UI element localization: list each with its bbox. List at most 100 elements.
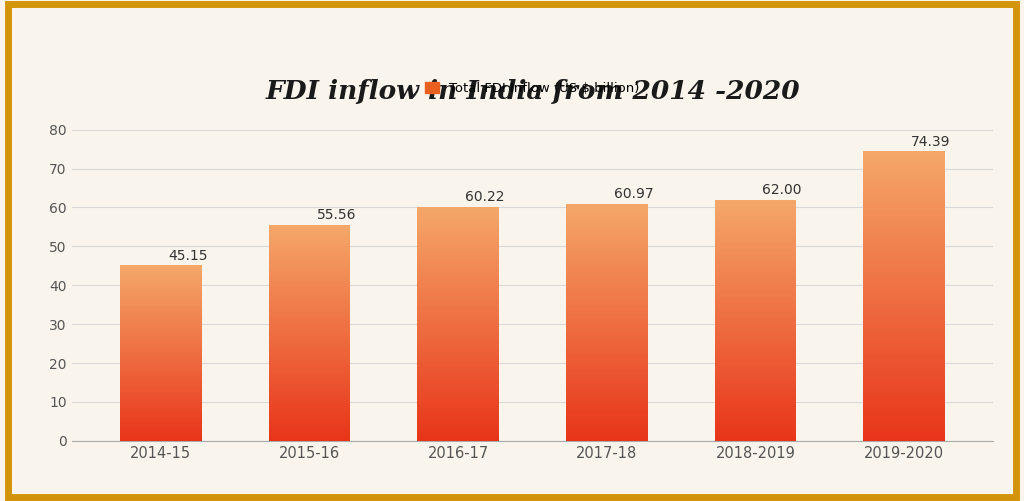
Bar [863,188,945,189]
Bar [863,291,945,292]
Bar [863,399,945,400]
Bar [715,364,797,365]
Bar [566,276,648,277]
Bar [120,266,202,267]
Bar [863,166,945,167]
Bar [566,370,648,371]
Bar [268,232,350,233]
Bar [715,279,797,281]
Bar [418,359,499,360]
Bar [566,329,648,331]
Bar [120,401,202,402]
Bar [120,372,202,373]
Bar [120,363,202,364]
Bar [715,440,797,441]
Bar [715,424,797,425]
Bar [715,415,797,417]
Bar [566,287,648,288]
Bar [268,384,350,385]
Bar [715,366,797,367]
Bar [120,289,202,290]
Bar [418,322,499,323]
Bar [268,282,350,283]
Bar [120,400,202,401]
Bar [863,384,945,386]
Bar [268,321,350,322]
Bar [120,426,202,427]
Legend: Total FDI Inflow (US $ billion): Total FDI Inflow (US $ billion) [420,77,645,101]
Bar [863,315,945,317]
Bar [418,264,499,265]
Bar [120,288,202,289]
Bar [120,334,202,335]
Bar [418,290,499,291]
Bar [418,245,499,246]
Bar [863,180,945,182]
Bar [715,253,797,254]
Bar [120,284,202,285]
Bar [120,383,202,384]
Bar [863,272,945,273]
Bar [418,261,499,262]
Bar [418,230,499,231]
Bar [566,366,648,367]
Bar [120,362,202,363]
Bar [566,360,648,361]
Bar [566,247,648,249]
Bar [566,347,648,348]
Bar [715,323,797,324]
Bar [715,434,797,435]
Bar [863,343,945,344]
Bar [120,327,202,328]
Bar [566,337,648,338]
Bar [566,353,648,354]
Bar [418,382,499,383]
Bar [863,345,945,347]
Bar [863,386,945,387]
Bar [566,254,648,255]
Bar [268,351,350,352]
Bar [566,363,648,364]
Bar [715,324,797,325]
Bar [268,371,350,372]
Bar [566,204,648,205]
Bar [268,262,350,263]
Bar [566,354,648,356]
Bar [566,240,648,241]
Bar [715,263,797,264]
Bar [268,365,350,366]
Bar [863,254,945,256]
Bar [418,386,499,387]
Bar [566,316,648,318]
Bar [715,220,797,221]
Bar [418,395,499,396]
Bar [418,429,499,430]
Bar [863,177,945,179]
Bar [418,235,499,236]
Bar [715,302,797,304]
Bar [566,314,648,315]
Bar [566,333,648,334]
Bar [120,367,202,368]
Bar [863,370,945,371]
Bar [715,420,797,421]
Bar [120,336,202,337]
Bar [120,359,202,360]
Bar [715,400,797,401]
Bar [268,360,350,361]
Bar [566,429,648,430]
Bar [268,287,350,288]
Bar [715,257,797,258]
Bar [566,251,648,253]
Bar [715,311,797,312]
Bar [268,345,350,346]
Bar [120,397,202,398]
Bar [120,282,202,283]
Bar [268,248,350,249]
Bar [418,385,499,386]
Bar [268,370,350,371]
Bar [715,307,797,308]
Bar [268,418,350,419]
Bar [715,301,797,302]
Bar [268,281,350,282]
